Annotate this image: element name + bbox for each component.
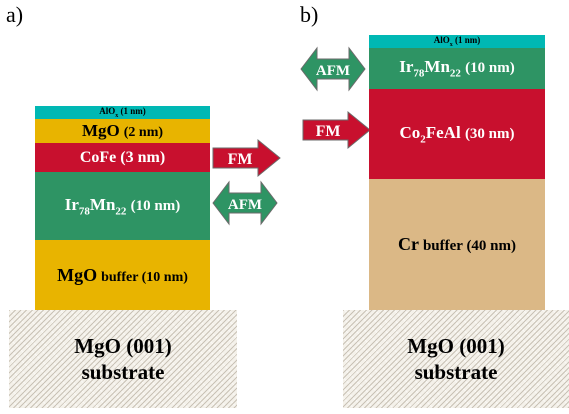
panel-b-co2feal-label: Co2FeAl (30 nm): [399, 122, 515, 146]
panel-a-alox-layer: AlOx (1 nm): [35, 106, 210, 119]
panel-a-irmn-label: Ir78Mn22 (10 nm): [64, 194, 181, 218]
panel-b-alox-layer: AlOx (1 nm): [369, 35, 545, 48]
panel-a-fm-arrow: FM: [212, 138, 281, 178]
panel-a-afm-label: AFM: [228, 197, 262, 213]
panel-b-substrate-line1: MgO (001): [407, 334, 505, 358]
panel-b-fm-label: FM: [316, 123, 341, 140]
panel-a-cofe-label: CoFe (3 nm): [79, 148, 166, 166]
panel-a-mgo-layer: MgO (2 nm): [35, 119, 210, 143]
panel-a-cofe-layer: CoFe (3 nm): [35, 143, 210, 172]
panel-a-substrate-line2: substrate: [81, 360, 165, 384]
panel-a-mgo-buffer-label: MgO buffer (10 nm): [57, 264, 188, 285]
panel-b-irmn-layer: Ir78Mn22 (10 nm): [369, 48, 545, 89]
panel-b-afm-arrow: AFM: [300, 46, 366, 92]
panel-b-irmn-label: Ir78Mn22 (10 nm): [399, 57, 515, 80]
panel-b-afm-label: AFM: [316, 63, 350, 79]
panel-a-label: a): [6, 2, 24, 27]
panel-a-mgo-buffer-layer: MgO buffer (10 nm): [35, 240, 210, 310]
panel-a-fm-label: FM: [228, 151, 253, 168]
panel-b-label: b): [300, 2, 319, 27]
panel-a-afm-arrow: AFM: [212, 180, 278, 226]
panel-b-cr-buffer-layer: Cr buffer (40 nm): [369, 179, 545, 310]
panel-b-fm-arrow: FM: [302, 110, 371, 150]
panel-b-substrate: MgO (001) substrate: [343, 310, 569, 408]
panel-a-alox-label: AlOx (1 nm): [99, 106, 146, 119]
panel-b-alox-label: AlOx (1 nm): [433, 35, 481, 48]
panel-b-cr-buffer-label: Cr buffer (40 nm): [397, 234, 517, 254]
panel-b-co2feal-layer: Co2FeAl (30 nm): [369, 89, 545, 179]
panel-a-mgo-label: MgO (2 nm): [81, 121, 164, 140]
panel-a-irmn-layer: Ir78Mn22 (10 nm): [35, 172, 210, 240]
panel-b-substrate-line2: substrate: [414, 360, 498, 384]
panel-a-substrate-line1: MgO (001): [74, 334, 172, 358]
panel-a-substrate: MgO (001) substrate: [9, 310, 237, 408]
